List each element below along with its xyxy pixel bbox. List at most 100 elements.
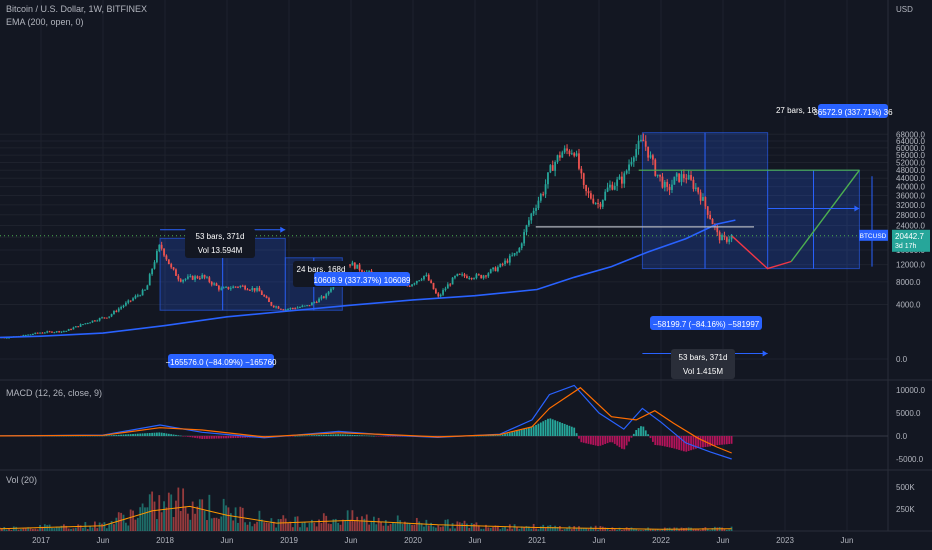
candle-body — [561, 152, 564, 158]
volume-bar — [620, 529, 623, 531]
macd-histogram-bar — [589, 436, 592, 445]
candle-body — [470, 277, 473, 279]
candle-body — [449, 284, 452, 286]
macd-histogram-bar — [310, 435, 313, 436]
macd-histogram-bar — [547, 418, 549, 436]
macd-histogram-bar — [511, 432, 514, 436]
candle-body — [31, 333, 34, 335]
macd-histogram-bar — [628, 436, 630, 442]
volume-bar — [330, 524, 332, 531]
candle-body — [158, 244, 161, 252]
macd-histogram-bar — [349, 434, 351, 436]
macd-histogram-bar — [241, 436, 244, 438]
macd-histogram-bar — [592, 436, 595, 445]
macd-histogram-bar — [365, 435, 368, 437]
candle-body — [194, 276, 196, 280]
volume-bar — [206, 520, 208, 531]
macd-histogram-bar — [604, 436, 607, 444]
candle-body — [637, 140, 640, 150]
volume-bar — [108, 523, 111, 531]
volume-bar — [179, 511, 182, 531]
volume-bar — [327, 523, 330, 531]
volume-bar — [511, 528, 514, 531]
macd-histogram-bar — [122, 434, 125, 436]
macd-histogram-bar — [93, 435, 96, 437]
candle-body — [523, 232, 526, 244]
macd-histogram-bar — [184, 436, 187, 437]
candle-body — [241, 285, 244, 287]
macd-histogram-bar — [296, 435, 299, 437]
macd-histogram-bar — [346, 434, 349, 436]
macd-histogram-bar — [189, 436, 192, 438]
volume-bar — [632, 528, 635, 531]
candle-body — [496, 267, 499, 272]
candle-body — [34, 332, 37, 334]
candle-body — [43, 332, 46, 334]
macd-histogram-bar — [716, 436, 719, 446]
symbol-badge-text: BTCUSD — [860, 233, 887, 240]
candle-body — [270, 302, 273, 306]
candle-body — [547, 172, 549, 185]
candle-body — [554, 161, 557, 171]
volume-pane — [0, 487, 733, 531]
candle-body — [578, 153, 580, 169]
volume-bar — [91, 527, 94, 531]
macd-histogram-bar — [518, 430, 521, 436]
macd-histogram-bar — [587, 436, 590, 444]
volume-bar — [184, 506, 187, 531]
macd-histogram-bar — [675, 436, 678, 450]
volume-bar — [256, 521, 258, 531]
candle-body — [351, 262, 354, 266]
volume-bar — [120, 512, 123, 531]
candle-body — [694, 187, 697, 189]
macd-histogram-bar — [508, 432, 511, 436]
volume-bar — [547, 525, 549, 531]
macd-histogram-bar — [98, 435, 101, 437]
volume-bar — [234, 507, 237, 531]
volume-bar — [492, 527, 495, 531]
candle-body — [616, 179, 619, 186]
volume-bar — [134, 519, 137, 531]
macd-histogram-bar — [210, 436, 213, 439]
price-badge-countdown: 3d 17h — [895, 243, 917, 250]
candle-body — [542, 194, 545, 196]
volume-bar — [225, 505, 227, 531]
volume-legend[interactable]: Vol (20) — [6, 475, 38, 485]
volume-bar — [609, 529, 611, 531]
box4-change-bg — [818, 104, 888, 118]
candle-body — [437, 293, 440, 297]
candle-body — [93, 320, 96, 322]
macd-histogram-bar — [702, 436, 704, 448]
candle-body — [678, 173, 681, 182]
candle-body — [599, 203, 602, 207]
candle-body — [423, 275, 425, 280]
ema-legend[interactable]: EMA (200, open, 0) — [6, 17, 84, 27]
macd-histogram-bar — [551, 419, 554, 436]
grid-lines — [0, 0, 932, 532]
macd-histogram-bar — [179, 435, 182, 437]
candle-body — [549, 165, 552, 173]
volume-bar — [301, 522, 304, 531]
volume-bar — [165, 507, 168, 531]
macd-legend[interactable]: MACD (12, 26, close, 9) — [6, 388, 103, 398]
candle-body — [706, 206, 709, 215]
volume-bar — [86, 529, 89, 531]
macd-histogram-bar — [363, 435, 366, 436]
candle-body — [308, 305, 311, 307]
volume-bar — [566, 527, 568, 531]
volume-bar — [303, 521, 306, 531]
volume-bar — [637, 529, 640, 531]
macd-histogram-bar — [623, 436, 626, 450]
price-tick-label: 56000.0 — [896, 151, 925, 160]
candle-body — [485, 275, 487, 277]
macd-histogram-bar — [635, 430, 638, 436]
volume-bar — [320, 523, 323, 531]
span-arrow-head — [280, 226, 286, 233]
macd-histogram-bar — [182, 436, 185, 437]
candle-body — [434, 289, 437, 294]
box1-change-bg — [168, 354, 274, 368]
volume-bar — [611, 527, 614, 531]
symbol-legend[interactable]: Bitcoin / U.S. Dollar, 1W, BITFINEX — [6, 4, 148, 14]
candle-body — [246, 289, 249, 291]
